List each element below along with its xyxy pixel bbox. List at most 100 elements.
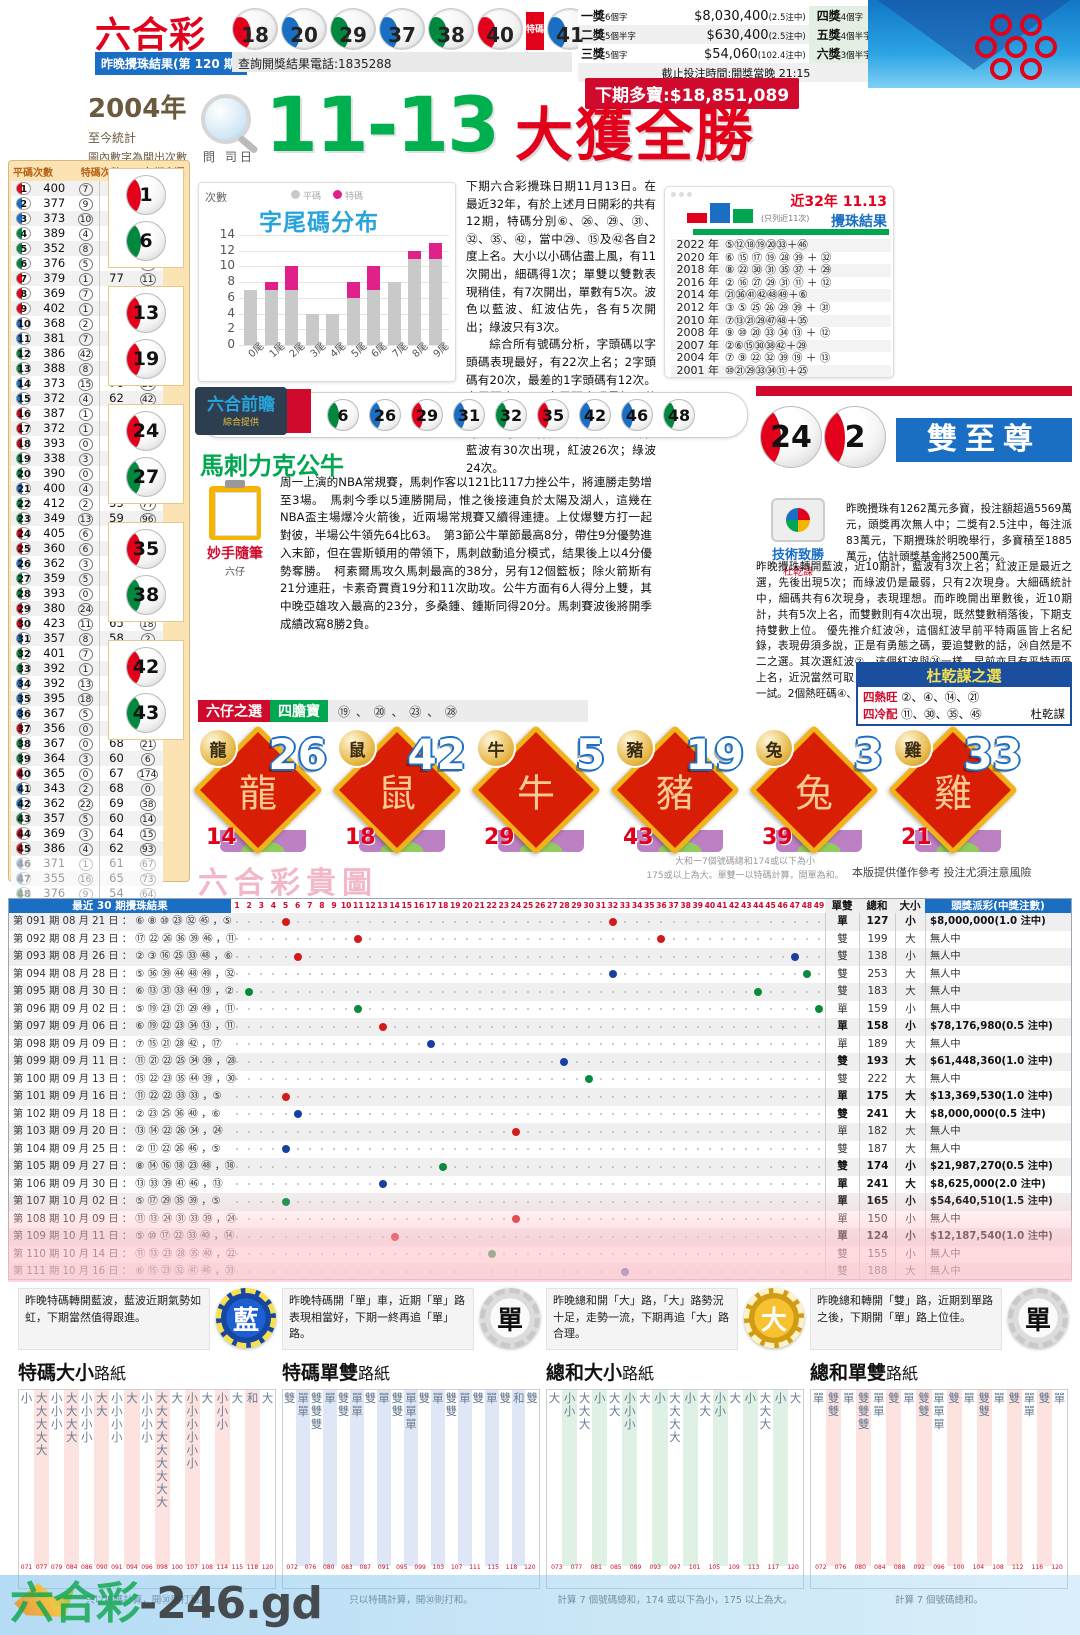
history-dot <box>389 1228 401 1246</box>
technique-author: 杜乾謀 <box>783 567 813 578</box>
history-row-dots <box>231 1106 825 1124</box>
road-index: 072 <box>286 1564 298 1571</box>
history-dot-empty <box>461 983 473 1001</box>
chart-bar <box>367 235 380 345</box>
history-header-left: 最近 30 期攪珠結果 <box>72 900 168 912</box>
history-dot-empty <box>304 1071 316 1089</box>
chart-ytick: 14 <box>219 227 235 241</box>
history-dot-empty <box>413 1228 425 1246</box>
history-dot-empty <box>595 1211 607 1229</box>
history-year-row: 2010 年 ⑦⑬㉑㉙㊼㊽＋㉟ <box>671 314 891 328</box>
history-dot-empty <box>292 1036 304 1054</box>
road-column: 大 <box>260 1390 275 1566</box>
history-row-payout: 無人中 <box>925 1140 1071 1158</box>
history-dot-empty <box>498 1228 510 1246</box>
road-column: 大大大大 <box>668 1390 683 1566</box>
history-dot-empty <box>231 1088 243 1106</box>
history-dot-empty <box>571 1018 583 1036</box>
history-dot-empty <box>558 948 570 966</box>
history-dot-empty <box>777 966 789 984</box>
history-dot-empty <box>255 1106 267 1124</box>
history-dot-empty <box>789 1263 801 1279</box>
road-cell: 小 <box>81 1417 93 1431</box>
history-dot-empty <box>474 1263 486 1279</box>
road-cell: 小 <box>186 1456 198 1470</box>
history-row-sd: 單 <box>825 1018 859 1036</box>
sports-title-b: 公牛 <box>296 452 344 480</box>
winning-ball-2: 20 <box>281 8 327 50</box>
history-dot-empty <box>425 1158 437 1176</box>
history-dot-empty <box>280 1001 292 1019</box>
history-dot-empty <box>498 1053 510 1071</box>
history-dot-empty <box>304 1088 316 1106</box>
history-dot-empty <box>413 1071 425 1089</box>
panel-title-bold: 特碼大小 <box>18 1362 95 1384</box>
zodiac-number: 19 <box>685 730 744 779</box>
chart-ytick: 0 <box>227 337 235 351</box>
history-dot-empty <box>243 1228 255 1246</box>
history-dot-empty <box>328 1246 340 1264</box>
history-col-number: 1 <box>234 901 240 910</box>
history-col-number: 29 <box>571 901 582 910</box>
road-cell: 單 <box>933 1391 945 1405</box>
history-dot-empty <box>510 1053 522 1071</box>
history-dot-empty <box>389 1106 401 1124</box>
road-column: 大 <box>637 1390 652 1566</box>
history-dot-empty <box>680 1193 692 1211</box>
history-header-sd: 單雙 <box>825 899 859 913</box>
history-dot-empty <box>558 966 570 984</box>
history-dot-empty <box>498 1211 510 1229</box>
history-dot-empty <box>777 1158 789 1176</box>
panel-title-rest: 路紙 <box>886 1364 919 1383</box>
history-dot-empty <box>777 1211 789 1229</box>
history-dot-empty <box>801 983 813 1001</box>
history-dot-empty <box>231 1193 243 1211</box>
history-row-dots <box>231 1088 825 1106</box>
year-line2: 至今統計 <box>88 131 137 145</box>
history-dot-empty <box>643 1246 655 1264</box>
history-row-label: 第 102 期 09 月 18 日 ： ② ㉓ ㉕ ㊱ ㊵ ，⑥ <box>13 1108 221 1120</box>
history-dot-empty <box>328 1088 340 1106</box>
dual-ball-1: 24 <box>760 406 822 468</box>
history-dot-empty <box>522 1106 534 1124</box>
chart-legend-item: 特碼 <box>333 189 363 202</box>
history-dot-empty <box>789 931 801 949</box>
history-dot-empty <box>255 1053 267 1071</box>
winning-ball-6: 40 <box>477 8 523 50</box>
history-dot-empty <box>692 1158 704 1176</box>
history-dot-empty <box>449 1176 461 1194</box>
history-dot-empty <box>789 1018 801 1036</box>
history-row-sd: 單 <box>825 1210 859 1228</box>
sports-article-paragraph: 周一上演的NBA常規賽，馬刺作客以121比117力挫公牛，將連勝走勢增至3場。 … <box>280 475 652 631</box>
history-dot-empty <box>486 983 498 1001</box>
history-dot-empty <box>571 1263 583 1279</box>
history-dot-empty <box>607 1141 619 1159</box>
history-dot-empty <box>777 948 789 966</box>
history-dot-empty <box>510 983 522 1001</box>
history-dot-empty <box>425 948 437 966</box>
road-column: 雙雙 <box>337 1390 350 1566</box>
history-dot-empty <box>765 913 777 931</box>
history-row-bs: 大 <box>895 1053 925 1071</box>
road-column: 單 <box>992 1390 1007 1566</box>
history-dot-empty <box>680 931 692 949</box>
history-dot-empty <box>486 1001 498 1019</box>
history-dot-empty <box>716 1263 728 1279</box>
technique-badge: 技術致勝 杜乾謀 <box>756 498 840 578</box>
road-cell: 大 <box>35 1391 48 1405</box>
history-dot-empty <box>546 1246 558 1264</box>
history-dot-empty <box>752 948 764 966</box>
chart-ytick: 10 <box>219 258 235 273</box>
history-dot-empty <box>280 1176 292 1194</box>
zodiac-card-龍: 龍龍 26 14 <box>192 724 329 856</box>
road-cell: 大 <box>759 1391 772 1405</box>
road-cell: 大 <box>65 1404 78 1418</box>
history-dot-empty <box>389 948 401 966</box>
history-dot-empty <box>474 1106 486 1124</box>
history-dot-empty <box>243 1018 255 1036</box>
zodiac-card-鼠: 鼠鼠 42 18 <box>331 724 468 856</box>
history-dot-empty <box>364 983 376 1001</box>
history-dot-empty <box>280 1228 292 1246</box>
history-dot-empty <box>728 948 740 966</box>
